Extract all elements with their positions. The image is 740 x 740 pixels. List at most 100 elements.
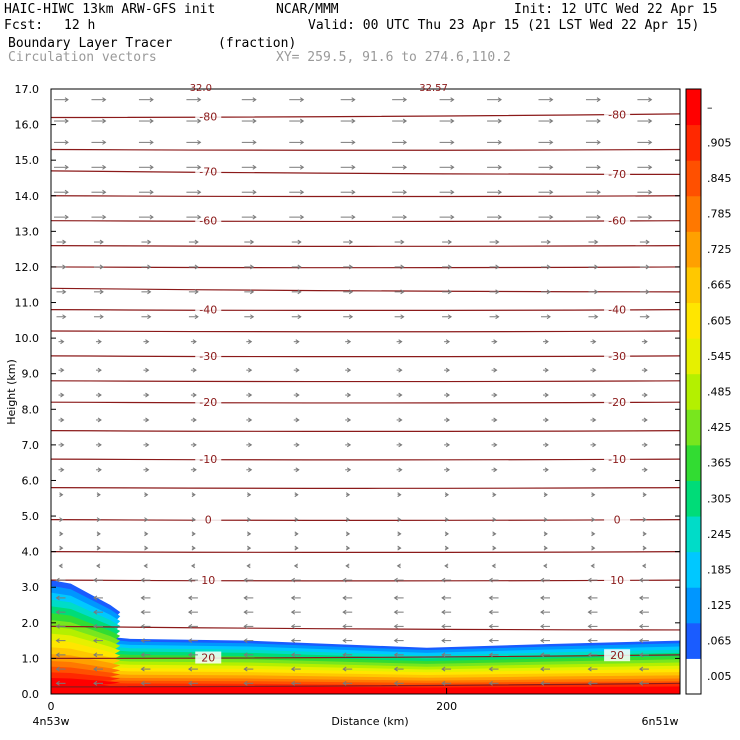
vector-head xyxy=(299,164,305,170)
vector-head xyxy=(400,264,405,270)
vector-head xyxy=(643,392,648,398)
colorbar-label: .245 xyxy=(707,528,732,541)
vector-head xyxy=(497,189,502,195)
vector-head xyxy=(248,467,253,473)
vector-head xyxy=(592,339,597,345)
colorbar-swatch xyxy=(686,302,701,339)
vector-head xyxy=(441,666,446,672)
vector-head xyxy=(346,339,352,345)
vector-head xyxy=(60,467,65,473)
vector-head xyxy=(592,367,597,373)
colorbar-label: .125 xyxy=(707,599,732,612)
vector-head xyxy=(143,563,148,569)
vector-head xyxy=(197,118,202,124)
vector-head xyxy=(246,563,251,569)
contour-label: -70 xyxy=(608,168,626,181)
vector-head xyxy=(497,164,502,170)
vector-head xyxy=(188,652,193,658)
vector-head xyxy=(393,638,398,644)
cross-section-coords: XY= 259.5, 91.6 to 274.6,110.2 xyxy=(276,50,511,65)
colorbar-swatch xyxy=(686,658,701,695)
contour-label: 20 xyxy=(201,652,215,665)
vector-head xyxy=(93,623,98,629)
vector-head xyxy=(243,666,248,672)
x-start-label: 4n53w xyxy=(33,715,70,728)
vector-head xyxy=(248,392,253,398)
vector-head xyxy=(55,595,60,601)
contour-label: -30 xyxy=(608,350,626,363)
vector-head xyxy=(194,239,199,245)
vector-head xyxy=(99,314,104,320)
vector-head xyxy=(191,545,196,551)
colorbar-label: .785 xyxy=(707,208,732,221)
vector-head xyxy=(491,563,496,569)
vector-head xyxy=(290,577,296,583)
forecast-label: Fcst: xyxy=(4,18,44,33)
vector-head xyxy=(540,666,545,672)
colorbar-swatch xyxy=(686,266,701,304)
vector-head xyxy=(447,239,452,245)
vector-head xyxy=(194,264,199,270)
colorbar-swatch xyxy=(686,373,701,410)
vector-head xyxy=(648,97,653,103)
vector-head xyxy=(549,189,554,195)
vector-head xyxy=(398,417,403,423)
vector-head xyxy=(402,214,408,220)
vector-head xyxy=(393,680,398,686)
vector-head xyxy=(194,289,199,295)
vector-head xyxy=(140,577,145,583)
y-axis-label: Height (km) xyxy=(5,359,18,425)
vector-head xyxy=(638,609,644,615)
contour-line xyxy=(51,551,680,553)
vector-head xyxy=(488,623,493,629)
colorbar-swatch xyxy=(686,516,701,553)
vector-head xyxy=(488,680,493,686)
top-label: 32.0 xyxy=(190,83,212,94)
vector-head xyxy=(290,623,296,629)
vector-head xyxy=(145,367,150,373)
vector-head xyxy=(488,577,493,583)
vector-head xyxy=(194,314,199,320)
contour-label-bg xyxy=(195,110,222,123)
x-tick-label: 0 xyxy=(48,700,55,713)
vector-head xyxy=(197,139,202,145)
contour-label: -20 xyxy=(199,396,217,409)
contour-label: -60 xyxy=(199,215,217,228)
vector-head xyxy=(441,595,446,601)
contour-label: -80 xyxy=(199,111,217,124)
contour-line xyxy=(51,519,680,521)
vector-head xyxy=(596,189,601,195)
vector-head xyxy=(188,595,193,601)
vector-head xyxy=(243,638,248,644)
y-tick-label: 9.0 xyxy=(22,368,40,381)
contour-label-bg xyxy=(604,214,631,227)
vector-head xyxy=(493,339,498,345)
vector-head xyxy=(402,189,408,195)
vector-head xyxy=(93,577,98,583)
vector-head xyxy=(540,595,545,601)
vector-head xyxy=(638,638,644,644)
vector-head xyxy=(592,442,597,448)
vector-head xyxy=(492,545,497,551)
vector-head xyxy=(144,517,149,523)
vector-head xyxy=(587,652,592,658)
vector-head xyxy=(546,289,551,295)
vector-head xyxy=(543,492,548,498)
vector-head xyxy=(102,139,107,145)
vector-head xyxy=(645,289,650,295)
vector-head xyxy=(450,164,455,170)
vector-head xyxy=(342,638,347,644)
contour-label-bg xyxy=(604,349,631,362)
vector-head xyxy=(55,623,60,629)
vector-head xyxy=(497,118,502,124)
x-tick-label: 200 xyxy=(436,700,457,713)
vector-head xyxy=(645,314,650,320)
contour-line xyxy=(51,654,680,660)
colorbar-swatch xyxy=(686,587,701,624)
vector-head xyxy=(445,467,450,473)
vector-head xyxy=(592,467,597,473)
vector-head xyxy=(492,492,497,498)
vector-head xyxy=(400,289,405,295)
vector-head xyxy=(398,442,403,448)
contour-label-bg xyxy=(604,303,631,316)
